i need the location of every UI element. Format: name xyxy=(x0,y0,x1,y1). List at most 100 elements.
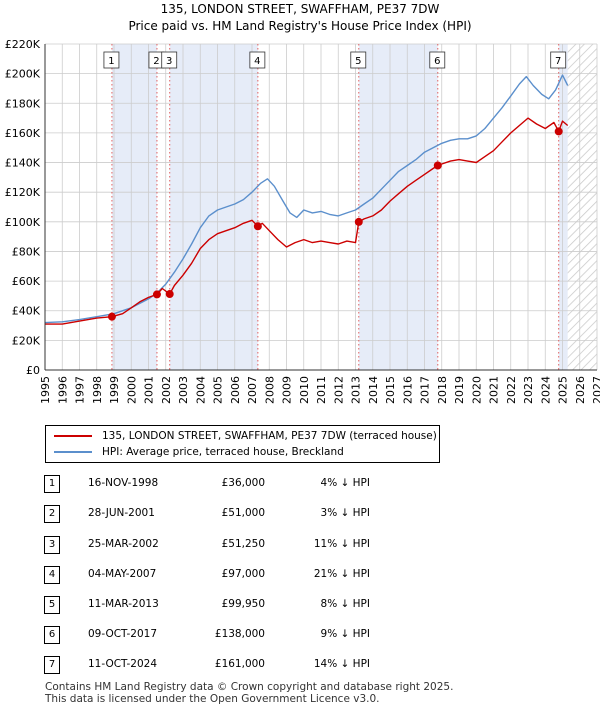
x-tick-label: 2000 xyxy=(125,376,138,404)
hpi-line xyxy=(44,74,569,324)
x-tick-label: 2025 xyxy=(557,376,570,404)
table-row: 2 28-JUN-2001 £51,000 3% ↓ HPI xyxy=(0,503,600,525)
x-tick-labels: 1995 1996 1997 1998 1999 2000 2001 2002 2003 2004… xyxy=(39,376,600,404)
x-tick-label: 2010 xyxy=(298,376,311,404)
row-number: 5 xyxy=(44,596,60,614)
x-tick-label: 2024 xyxy=(539,376,552,404)
row-number: 6 xyxy=(44,626,60,644)
sale-label: 1 xyxy=(108,56,114,67)
x-tick-label: 2027 xyxy=(591,376,600,404)
x-tick-label: 2012 xyxy=(332,376,345,404)
x-tick-label: 2004 xyxy=(194,376,207,404)
table-row: 3 25-MAR-2002 £51,250 11% ↓ HPI xyxy=(0,534,600,556)
row-date: 25-MAR-2002 xyxy=(88,538,159,550)
table-row: 6 09-OCT-2017 £138,000 9% ↓ HPI xyxy=(0,624,600,646)
footer-copyright: Contains HM Land Registry data © Crown c… xyxy=(45,681,454,693)
property-price-line xyxy=(45,117,569,325)
legend-label-hpi: HPI: Average price, terraced house, Brec… xyxy=(102,446,344,458)
row-price: £97,000 xyxy=(221,568,265,580)
row-price: £99,950 xyxy=(221,598,265,610)
x-tick-label: 2002 xyxy=(160,376,173,404)
y-tick-label: £180K xyxy=(5,97,41,110)
sale-point xyxy=(107,312,116,321)
future-hatch xyxy=(567,44,597,370)
x-tick-label: 2016 xyxy=(401,376,414,404)
ownership-shade xyxy=(358,44,438,370)
row-hpi: 3% ↓ HPI xyxy=(320,507,370,519)
sale-label-box xyxy=(550,51,567,69)
sale-label-box xyxy=(350,51,367,69)
x-tick-label: 2023 xyxy=(522,376,535,404)
row-price: £161,000 xyxy=(214,658,265,670)
legend-swatch-property xyxy=(54,435,92,437)
legend-label-property: 135, LONDON STREET, SWAFFHAM, PE37 7DW (… xyxy=(102,430,437,442)
x-tick-label: 2008 xyxy=(263,376,276,404)
x-tick-label: 2019 xyxy=(453,376,466,404)
sale-label: 6 xyxy=(434,56,440,67)
chart-subtitle: Price paid vs. HM Land Registry's House … xyxy=(128,19,472,33)
x-tick-label: 1999 xyxy=(108,376,121,404)
sale-label-box xyxy=(161,51,178,69)
sale-point xyxy=(354,217,363,226)
row-number: 3 xyxy=(44,536,60,554)
x-tick-label: 1997 xyxy=(74,376,87,404)
table-row: 5 11-MAR-2013 £99,950 8% ↓ HPI xyxy=(0,594,600,616)
sale-label: 5 xyxy=(355,56,361,67)
y-tick-label: £220K xyxy=(5,38,41,51)
x-tick-label: 2015 xyxy=(384,376,397,404)
y-tick-label: £160K xyxy=(5,127,41,140)
y-tick-labels: £0 £20K £40K £60K £80K £100K £120K £140K £160K £1… xyxy=(5,38,41,377)
table-row: 4 04-MAY-2007 £97,000 21% ↓ HPI xyxy=(0,564,600,586)
gridlines xyxy=(44,43,598,371)
row-price: £36,000 xyxy=(221,477,265,489)
sale-point xyxy=(554,127,563,136)
y-tick-label: £0 xyxy=(26,364,40,377)
row-date: 28-JUN-2001 xyxy=(88,507,155,519)
x-tick-label: 2011 xyxy=(315,376,328,404)
row-hpi: 8% ↓ HPI xyxy=(320,598,370,610)
ownership-shade xyxy=(169,44,258,370)
x-tick-label: 2018 xyxy=(436,376,449,404)
y-tick-label: £120K xyxy=(5,186,41,199)
sale-label: 2 xyxy=(153,56,159,67)
row-hpi: 4% ↓ HPI xyxy=(320,477,370,489)
x-tick-label: 1996 xyxy=(56,376,69,404)
chart-title: 135, LONDON STREET, SWAFFHAM, PE37 7DW xyxy=(160,2,440,16)
sale-point xyxy=(165,290,174,299)
sale-point xyxy=(433,161,442,170)
x-tick-label: 1998 xyxy=(91,376,104,404)
x-tick-label: 2017 xyxy=(419,376,432,404)
sale-points xyxy=(107,127,563,321)
sale-point xyxy=(253,222,262,231)
x-tick-label: 2003 xyxy=(177,376,190,404)
row-price: £138,000 xyxy=(214,628,265,640)
x-tick-label: 2014 xyxy=(367,376,380,404)
x-tick-label: 2001 xyxy=(143,376,156,404)
sale-label-box xyxy=(429,51,446,69)
y-tick-label: £60K xyxy=(12,275,41,288)
ownership-shade xyxy=(558,44,568,370)
x-tick-label: 2005 xyxy=(212,376,225,404)
x-tick-label: 2022 xyxy=(505,376,518,404)
series-lines xyxy=(44,74,569,325)
x-tick-label: 2026 xyxy=(574,376,587,404)
footer-licence: This data is licensed under the Open Gov… xyxy=(45,693,380,705)
x-tick-label: 2007 xyxy=(246,376,259,404)
sale-label-box xyxy=(103,51,120,69)
row-date: 04-MAY-2007 xyxy=(88,568,157,580)
y-tick-label: £20K xyxy=(12,334,41,347)
row-number: 2 xyxy=(44,505,60,523)
row-number: 4 xyxy=(44,566,60,584)
sale-label: 7 xyxy=(555,56,561,67)
sale-label-box xyxy=(249,51,266,69)
row-hpi: 11% ↓ HPI xyxy=(313,538,370,550)
table-row: 1 16-NOV-1998 £36,000 4% ↓ HPI xyxy=(0,473,600,495)
row-number: 7 xyxy=(44,656,60,674)
legend-swatch-hpi xyxy=(54,451,92,453)
axes xyxy=(44,44,597,371)
table-row: 7 11-OCT-2024 £161,000 14% ↓ HPI xyxy=(0,654,600,676)
row-hpi: 9% ↓ HPI xyxy=(320,628,370,640)
ownership-shade xyxy=(111,44,157,370)
row-price: £51,000 xyxy=(221,507,265,519)
